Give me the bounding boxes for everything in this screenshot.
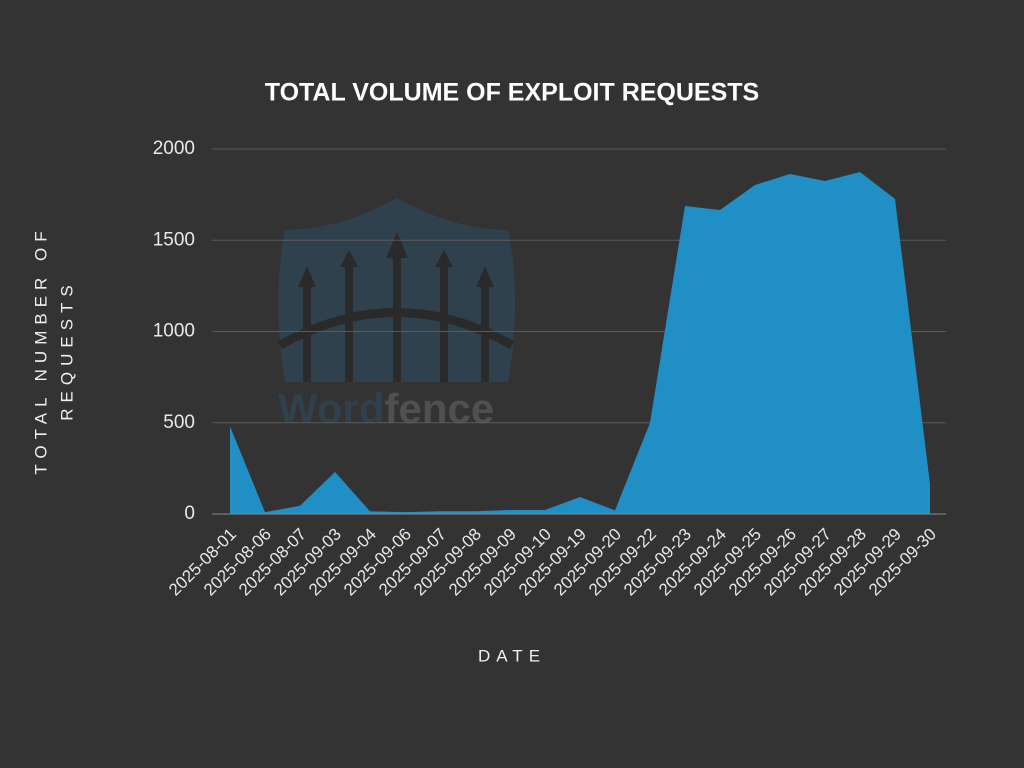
area — [230, 171, 930, 514]
y-axis-label-line: REQUESTS — [57, 279, 76, 421]
y-tick-label: 1500 — [153, 229, 195, 250]
watermark-word: Word — [278, 385, 385, 432]
watermark-fence: fence — [385, 385, 495, 432]
y-tick-label: 500 — [163, 412, 195, 433]
watermark-logo: Wordfence — [277, 198, 515, 432]
watermark-text: Wordfence — [278, 385, 494, 432]
y-tick-label: 2000 — [153, 138, 195, 159]
y-axis-label: TOTAL NUMBER OF REQUESTS — [31, 225, 76, 474]
chart-title: TOTAL VOLUME OF EXPLOIT REQUESTS — [265, 79, 759, 107]
y-axis-label-line: TOTAL NUMBER OF — [31, 225, 50, 474]
x-axis-label: DATE — [478, 646, 546, 665]
y-tick-label: 0 — [184, 503, 195, 524]
y-tick-label: 1000 — [153, 321, 195, 342]
